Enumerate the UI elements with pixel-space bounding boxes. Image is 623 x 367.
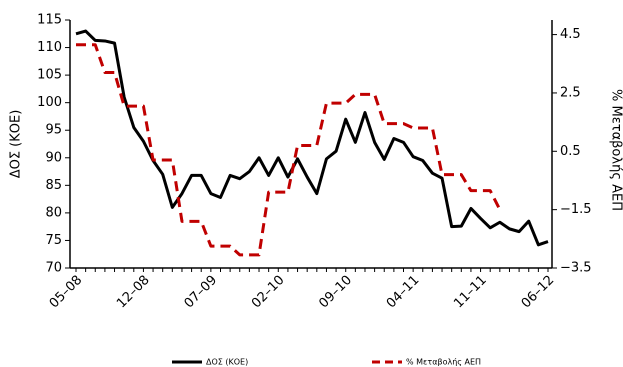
x-tick-label: 04–11 [384,273,423,312]
y-axis-label: ΔΟΣ (ΚΟΕ) [9,110,24,179]
y2-tick-label: −1.5 [560,202,592,217]
y2-tick-label: 4.5 [560,27,581,42]
x-tick-label: 06–12 [519,273,558,312]
y2-axis-label: % Μεταβολής ΑΕΠ [609,89,623,211]
x-tick-label: 02–10 [249,273,288,312]
y-tick-label: 105 [37,68,62,83]
x-tick-label: 07–09 [182,273,221,312]
y-tick-label: 95 [45,123,62,138]
y-tick-label: 110 [37,40,62,55]
legend-label: ΔΟΣ (ΚΟΕ) [206,358,248,367]
y-tick-label: 70 [45,261,62,276]
y-tick-label: 115 [37,13,62,28]
y-tick-label: 85 [45,178,62,193]
x-tick-label: 11–11 [451,273,490,312]
y2-tick-label: −3.5 [560,261,592,276]
legend-label: % Μεταβολής ΑΕΠ [406,358,481,367]
y2-tick-label: 0.5 [560,144,581,159]
series-line [76,43,502,257]
x-tick-label: 09–10 [316,273,355,312]
y-tick-label: 80 [45,205,62,220]
y-tick-label: 75 [45,233,62,248]
x-tick-label: 05–08 [47,273,86,312]
x-tick-label: 12–08 [114,273,153,312]
y-tick-label: 100 [37,95,62,110]
series-line [75,29,549,247]
y-tick-label: 90 [45,150,62,165]
y2-tick-label: 2.5 [560,85,581,100]
